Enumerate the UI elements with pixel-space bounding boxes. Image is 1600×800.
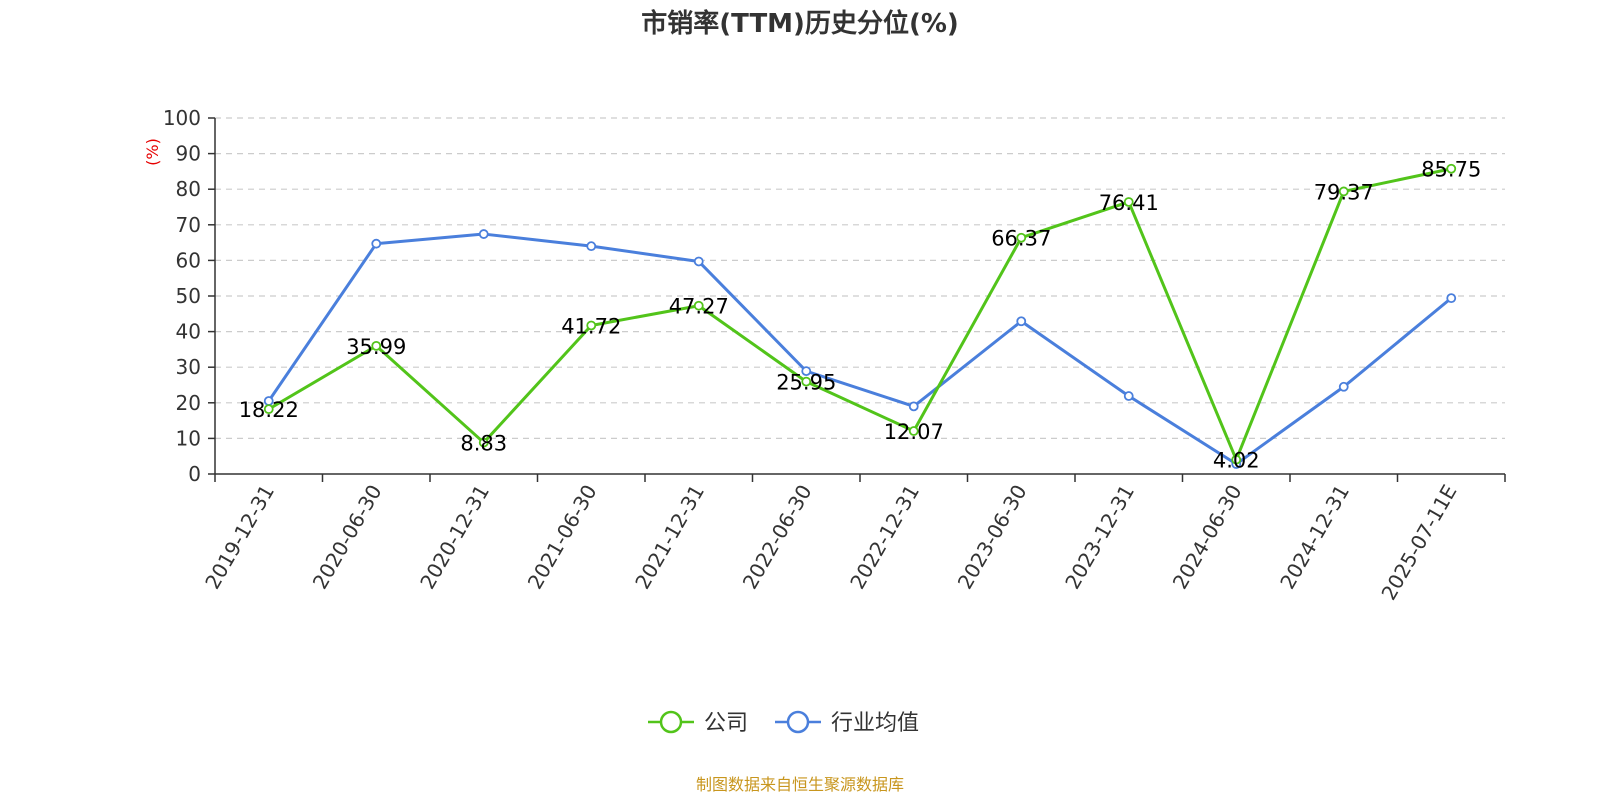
series-line-1 (267, 232, 1453, 466)
data-point[interactable] (371, 238, 382, 249)
y-tick-label: 70 (176, 213, 201, 237)
legend-label: 公司 (704, 711, 748, 736)
legend-marker (659, 710, 683, 734)
data-label: 35.99 (346, 335, 406, 359)
data-point[interactable] (478, 229, 489, 239)
y-tick-label: 20 (176, 391, 201, 415)
data-point[interactable] (693, 256, 704, 267)
x-tick-label: 2022-06-30 (738, 481, 817, 594)
data-label: 12.07 (884, 420, 944, 444)
legend-item-1[interactable]: 行业均值 (775, 710, 919, 736)
data-label: 8.83 (460, 432, 507, 456)
y-tick-label: 80 (176, 177, 201, 201)
data-point[interactable] (801, 366, 812, 377)
data-point[interactable] (1338, 381, 1349, 392)
source-note: 制图数据来自恒生聚源数据库 (696, 775, 904, 794)
data-point[interactable] (371, 340, 382, 351)
data-label: 79.37 (1314, 180, 1374, 204)
grid-lines (215, 117, 1505, 439)
y-tick-label: 100 (163, 106, 201, 130)
data-point[interactable] (1123, 391, 1134, 401)
data-point[interactable] (1338, 186, 1349, 197)
x-axis: 2019-12-31 2020-06-30 2020-12-31 2021-06-30… (200, 473, 1506, 605)
legend[interactable]: 公司 行业均值 (648, 710, 919, 736)
legend-marker (786, 710, 810, 734)
data-point[interactable] (478, 437, 489, 448)
data-label: 85.75 (1421, 158, 1481, 182)
data-label: 18.22 (239, 398, 299, 422)
data-label: 66.37 (991, 227, 1051, 251)
data-point[interactable] (1446, 163, 1457, 174)
y-tick-label: 0 (188, 462, 201, 486)
x-tick-label: 2024-06-30 (1168, 481, 1247, 594)
legend-label: 行业均值 (831, 711, 919, 736)
data-point[interactable] (693, 300, 704, 311)
data-point[interactable] (1446, 293, 1457, 304)
data-point[interactable] (1016, 232, 1027, 243)
y-axis-unit: (%) (143, 138, 162, 166)
x-tick-label: 2023-06-30 (953, 481, 1032, 594)
chart-title: 市销率(TTM)历史分位(%) (641, 8, 959, 39)
data-labels: 18.22 35.99 8.83 41.72 47.27 25.95 12.07 66.37 7… (239, 158, 1482, 473)
x-tick-label: 2020-06-30 (308, 481, 387, 594)
data-point[interactable] (908, 426, 919, 436)
x-tick-label: 2020-12-31 (415, 481, 494, 594)
x-tick-label: 2019-12-31 (200, 481, 279, 594)
y-axis: 0 10 20 30 40 50 60 70 80 90 100 (163, 106, 216, 486)
data-point[interactable] (263, 404, 274, 415)
data-point[interactable] (1016, 316, 1027, 327)
y-tick-label: 30 (176, 355, 201, 379)
x-tick-label: 2021-06-30 (523, 481, 602, 594)
x-tick-label: 2021-12-31 (630, 481, 709, 594)
data-label: 47.27 (669, 295, 729, 319)
y-tick-label: 10 (176, 426, 201, 450)
data-point[interactable] (1123, 197, 1134, 207)
data-label: 76.41 (1099, 191, 1159, 215)
data-point[interactable] (801, 376, 812, 387)
y-tick-label: 50 (176, 284, 201, 308)
series-line-0 (267, 167, 1452, 462)
x-tick-label: 2025-07-11E (1376, 481, 1461, 605)
data-point[interactable] (586, 241, 597, 252)
data-point[interactable] (1231, 454, 1242, 465)
x-tick-label: 2022-12-31 (845, 481, 924, 594)
y-tick-label: 90 (176, 142, 201, 166)
data-label: 25.95 (776, 371, 836, 395)
data-point[interactable] (908, 401, 919, 412)
series-group (263, 163, 1457, 469)
y-tick-label: 40 (176, 320, 201, 344)
y-tick-label: 60 (176, 248, 201, 272)
data-label: 41.72 (561, 314, 621, 338)
x-tick-label: 2024-12-31 (1275, 481, 1354, 594)
data-label: 4.02 (1213, 449, 1260, 473)
data-point[interactable] (586, 320, 597, 331)
legend-item-0[interactable]: 公司 (648, 710, 748, 736)
x-tick-label: 2023-12-31 (1060, 481, 1139, 594)
